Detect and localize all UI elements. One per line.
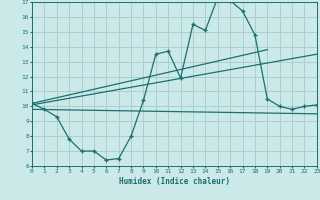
X-axis label: Humidex (Indice chaleur): Humidex (Indice chaleur) [119, 177, 230, 186]
